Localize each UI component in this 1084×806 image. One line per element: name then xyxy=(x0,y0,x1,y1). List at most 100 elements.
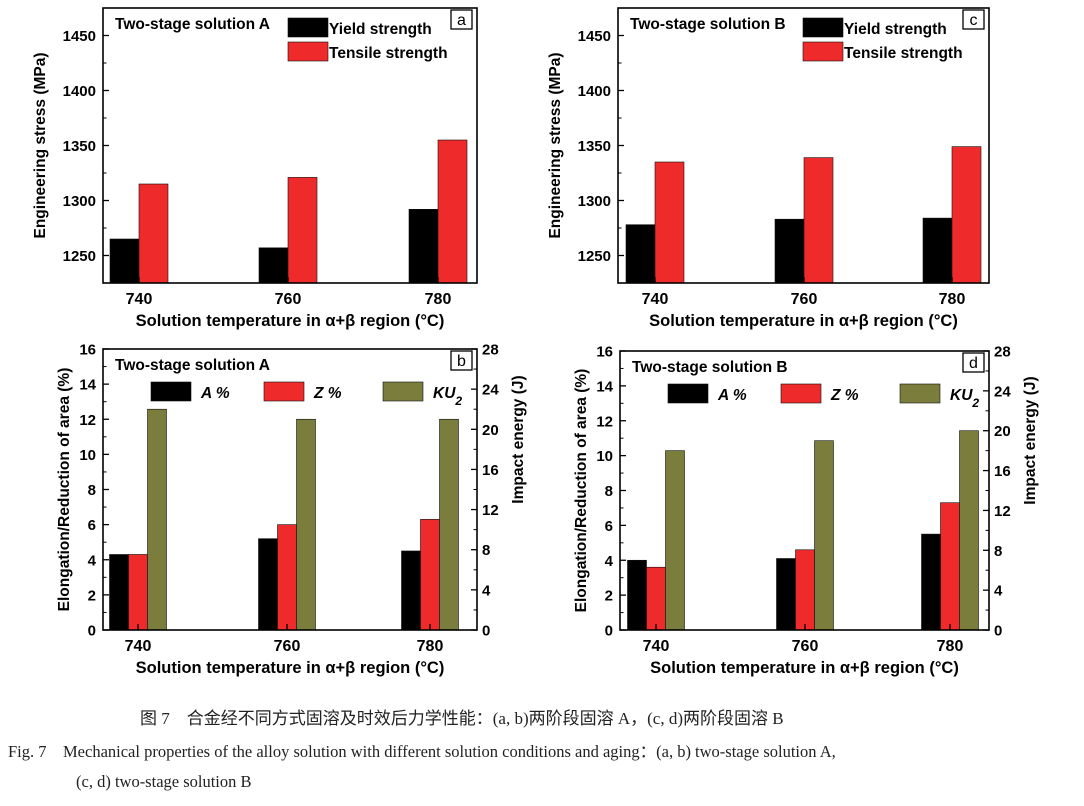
panel-b-bar-ku2-780 xyxy=(439,418,459,631)
panel-b-ytick-label-12: 12 xyxy=(79,412,96,429)
panel-b-legend-swatch-2 xyxy=(382,381,424,402)
panel-c-legend-swatch-1 xyxy=(802,41,844,62)
panel-d-ytick-label-2: 2 xyxy=(605,588,613,605)
panel-c-bar-tensile-780 xyxy=(951,146,982,284)
panel-c-bar-yield-760 xyxy=(774,218,805,284)
panel-d-legend-swatch-2 xyxy=(899,383,941,404)
panel-d-bar-ku2-780 xyxy=(959,430,979,631)
panel-a-ytick-label-1250: 1250 xyxy=(63,248,96,265)
panel-b-legend-label-sub-2: 2 xyxy=(454,394,462,408)
panel-d-bar-a-780 xyxy=(921,533,941,631)
panel-c-tag-label: c xyxy=(970,12,978,29)
panel-d-bar-ku2-760 xyxy=(814,440,834,631)
panel-a-xtick-label-740: 740 xyxy=(126,291,153,308)
panel-b-tag-label: b xyxy=(457,353,466,370)
panel-b-bar-z-760 xyxy=(277,524,297,631)
panel-b-ytick-label-14: 14 xyxy=(79,377,96,394)
panel-c-legend-label-0: Yield strength xyxy=(844,21,947,38)
panel-d-bar-a-760 xyxy=(776,558,796,631)
panel-b-bar-ku2-740 xyxy=(147,408,167,631)
panel-a-legend-swatch-1 xyxy=(287,41,329,62)
panel-b-y2tick-label-12: 12 xyxy=(482,502,499,519)
panel-c-legend-swatch-0 xyxy=(802,17,844,38)
panel-b-ytick-label-10: 10 xyxy=(79,447,96,464)
panel-c-ytick-label-1300: 1300 xyxy=(578,193,611,210)
panel-a-legend-label-1: Tensile strength xyxy=(329,45,448,62)
panel-b-legend-label-0: A % xyxy=(200,385,230,402)
panel-c-xtick-label-740: 740 xyxy=(642,291,669,308)
panel-c-bar-tensile-740 xyxy=(654,161,685,284)
panel-b-ytick-label-6: 6 xyxy=(88,517,96,534)
panel-d-y2tick-label-4: 4 xyxy=(994,583,1003,600)
panel-b-y2tick-label-8: 8 xyxy=(482,542,490,559)
panel-d-legend-label-0: A % xyxy=(717,387,747,404)
panel-b-ylabel: Elongation/Reduction of area (%) xyxy=(56,368,73,612)
panel-c-xtick-label-780: 780 xyxy=(939,291,966,308)
panel-d-tag-label: d xyxy=(969,355,978,372)
panel-b-ytick-label-16: 16 xyxy=(79,342,96,359)
panel-b-xtick-label-760: 760 xyxy=(274,638,301,655)
panel-b-legend-label-2: KU2 xyxy=(433,385,462,408)
panel-a-legend-label-0: Yield strength xyxy=(329,21,432,38)
panel-d-y2label: Impact energy (J) xyxy=(1022,376,1039,504)
figure-canvas: 1250 1300 1350 14 0 0 1450 740 760 780 Solution te… xyxy=(32,7,1039,677)
panel-d-y2tick-label-20: 20 xyxy=(994,423,1011,440)
caption-chinese: 图 7 合金经不同方式固溶及时效后力学性能：(a, b)两阶段固溶 A，(c, … xyxy=(140,709,784,728)
panel-b-bar-ku2-760 xyxy=(296,418,316,631)
panel-b-legend-swatch-1 xyxy=(263,381,305,402)
panel-b-y2tick-label-16: 16 xyxy=(482,462,499,479)
panel-b-ytick-label-4: 4 xyxy=(88,552,97,569)
panel-c-bar-yield-780 xyxy=(922,217,953,284)
panel-d-bar-a-740 xyxy=(627,559,647,631)
panel-b-y2tick-label-0: 0 xyxy=(482,623,490,640)
panel-d-title: Two-stage solution B xyxy=(632,359,788,376)
panel-c-ylabel: Engineering stress (MPa) xyxy=(547,52,564,238)
panel-b-tag-box xyxy=(450,350,473,371)
panel-d-ytick-label-8: 8 xyxy=(605,483,613,500)
panel-a-bar-tensile-780 xyxy=(437,139,468,284)
panel-b-bar-a-740 xyxy=(109,554,129,631)
panel-d-ytick-label-0: 0 xyxy=(605,623,613,640)
caption-english-line2: (c, d) two-stage solution B xyxy=(76,772,252,791)
panel-d-bar-z-740 xyxy=(646,566,666,631)
panel-d-xtick-label-740: 740 xyxy=(643,638,670,655)
panel-b-ytick-label-2: 2 xyxy=(88,587,96,604)
panel-b-xtick-label-780: 780 xyxy=(417,638,444,655)
panel-b-legend-swatch-0 xyxy=(150,381,192,402)
panel-a-tag-label: a xyxy=(457,12,466,29)
panel-b-title: Two-stage solution A xyxy=(115,357,270,374)
panel-d-ytick-label-12: 12 xyxy=(596,413,613,430)
panel-d-y2tick-label-8: 8 xyxy=(994,543,1002,560)
panel-c-bar-yield-740 xyxy=(625,224,656,284)
panel-d-y2tick-label-12: 12 xyxy=(994,503,1011,520)
panel-a-xlabel: Solution temperature in α+β region (°C) xyxy=(136,312,445,330)
panel-a-title: Two-stage solution A xyxy=(115,16,270,33)
panel-d-tag-box xyxy=(962,352,985,373)
panel-d-legend-swatch-1 xyxy=(780,383,822,404)
panel-b-ytick-label-8: 8 xyxy=(88,482,96,499)
panel-b-y2tick-label-20: 20 xyxy=(482,422,499,439)
panel-b-y2tick-label-4: 4 xyxy=(482,582,491,599)
panel-d-legend-label-2: KU2 xyxy=(950,387,979,410)
caption-english-line1: Fig. 7 Mechanical properties of the allo… xyxy=(8,742,836,761)
panel-c-xlabel: Solution temperature in α+β region (°C) xyxy=(649,312,958,330)
panel-d-ytick-label-6: 6 xyxy=(605,518,613,535)
panel-b-bar-z-780 xyxy=(420,519,440,631)
panel-d-ylabel: Elongation/Reduction of area (%) xyxy=(573,369,590,613)
panel-b-y2tick-label-28: 28 xyxy=(482,342,499,359)
panel-c-legend-label-1: Tensile strength xyxy=(844,45,963,62)
panel-d-xtick-label-760: 760 xyxy=(792,638,819,655)
panel-a-ytick-label-1450: 1450 xyxy=(63,28,96,45)
panel-d-xlabel: Solution temperature in α+β region (°C) xyxy=(650,659,959,677)
panel-d-ytick-label-14: 14 xyxy=(596,378,613,395)
panel-c-ytick-label-1450: 1450 xyxy=(578,28,611,45)
panel-b-y2tick-label-24: 24 xyxy=(482,382,499,399)
panel-c-title: Two-stage solution B xyxy=(630,16,786,33)
panel-a-bar-yield-780 xyxy=(408,209,439,284)
panel-d-ytick-label-16: 16 xyxy=(596,344,613,361)
panel-c-tag-box xyxy=(962,9,985,30)
panel-d-y2tick-label-28: 28 xyxy=(994,344,1011,361)
panel-d-y2tick-label-0: 0 xyxy=(994,623,1002,640)
panel-b-bar-z-740 xyxy=(128,554,148,631)
panel-a-ytick-label-1350: 1350 xyxy=(63,138,96,155)
